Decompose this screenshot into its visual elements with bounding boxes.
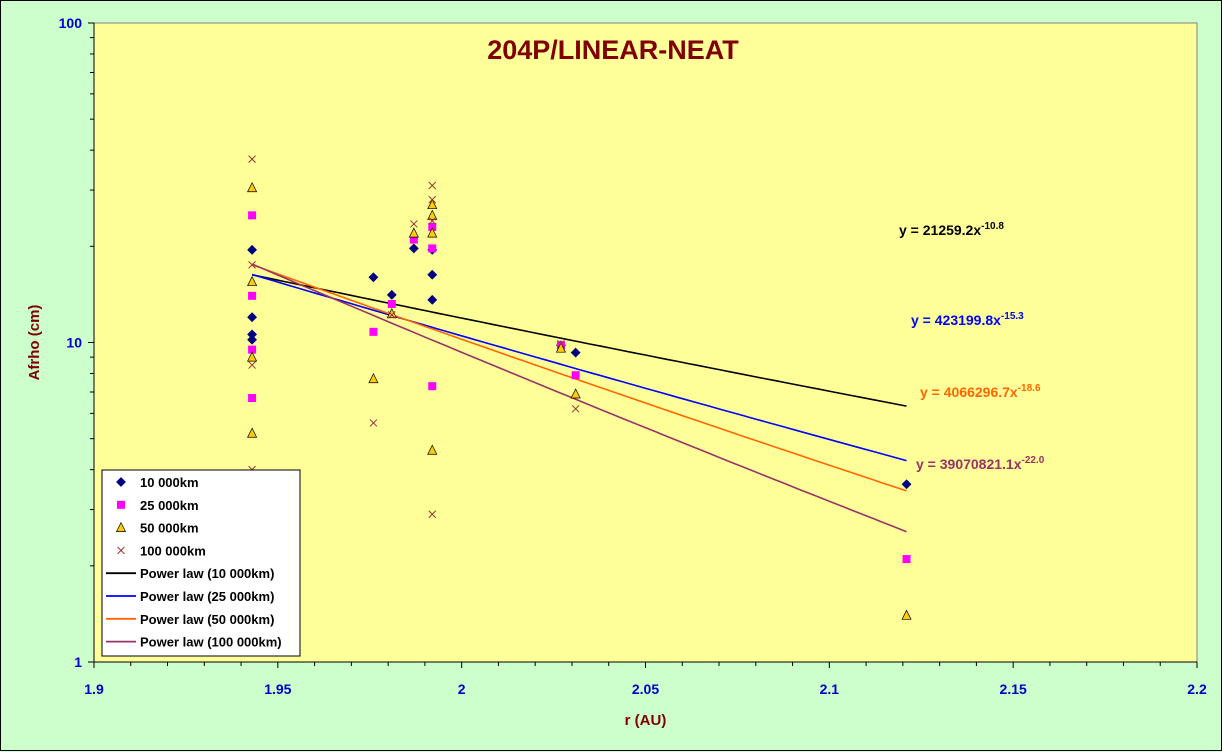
trendline-3 [251, 263, 907, 492]
x-stroke [369, 419, 378, 427]
data-point-series-4 [428, 181, 437, 190]
x-stroke [428, 195, 437, 204]
data-point-series-1 [386, 289, 397, 300]
data-point-series-1 [427, 294, 438, 305]
x-tick-label: 1.95 [264, 681, 291, 697]
data-point-series-4 [248, 260, 256, 269]
legend-label: 25 000km [140, 498, 199, 513]
trendline-equation-3: y = 4066296.7x-18.6 [920, 383, 1041, 400]
chart-title: 204P/LINEAR-NEAT [487, 35, 739, 65]
data-point-series-1 [247, 312, 258, 323]
data-point-series-3 [247, 275, 258, 287]
x-stroke [571, 404, 580, 413]
legend-marker-2 [117, 500, 125, 509]
legend-label: Power law (10 000km) [140, 566, 274, 581]
data-point-series-2 [248, 291, 257, 300]
y-tick-label: 100 [59, 15, 83, 31]
data-point-series-2 [248, 345, 257, 354]
data-point-series-1 [408, 243, 419, 254]
y-tick-label: 1 [74, 654, 82, 670]
x-stroke [248, 260, 256, 269]
data-point-series-2 [571, 371, 580, 380]
data-point-series-1 [570, 347, 581, 358]
data-point-series-2 [248, 211, 257, 220]
legend-marker-4 [117, 546, 125, 555]
data-point-series-1 [368, 272, 379, 283]
data-point-series-4 [428, 195, 437, 204]
data-point-series-4 [248, 361, 256, 369]
trendline-1 [251, 274, 907, 407]
data-point-series-4 [410, 220, 418, 228]
data-point-series-4 [428, 217, 437, 225]
x-stroke [428, 217, 437, 225]
legend-label: Power law (50 000km) [140, 612, 274, 627]
data-point-series-3 [901, 609, 912, 620]
x-stroke [410, 220, 418, 228]
x-stroke [248, 361, 256, 369]
data-point-series-2 [902, 555, 911, 564]
data-point-series-2 [387, 299, 396, 308]
x-stroke [428, 181, 437, 190]
x-stroke [248, 155, 256, 163]
legend-label: Power law (100 000km) [140, 635, 282, 650]
data-point-series-3 [427, 198, 438, 210]
data-point-series-2 [369, 327, 378, 336]
data-point-series-1 [427, 269, 438, 280]
legend-box [101, 469, 301, 657]
data-point-series-2 [428, 222, 437, 231]
data-point-series-2 [409, 235, 418, 244]
x-tick-label: 2.1 [820, 681, 840, 697]
legend-marker-1 [116, 477, 126, 487]
data-point-series-1 [901, 479, 912, 490]
data-point-series-4 [428, 510, 437, 519]
data-point-series-1 [247, 334, 258, 345]
x-tick-label: 2.15 [1000, 681, 1027, 697]
legend-label: Power law (25 000km) [140, 589, 274, 604]
data-point-series-4 [387, 311, 396, 319]
data-point-series-4 [557, 340, 565, 348]
data-point-series-3 [247, 427, 258, 438]
trendline-2 [251, 273, 907, 462]
data-point-series-3 [427, 227, 438, 238]
data-point-series-3 [427, 444, 438, 455]
x-tick-label: 1.9 [84, 681, 104, 697]
data-point-series-3 [555, 342, 567, 353]
data-point-series-4 [369, 419, 378, 427]
data-point-series-4 [571, 404, 580, 413]
legend-marker-3 [115, 521, 127, 532]
x-tick-label: 2 [458, 681, 466, 697]
legend-label: 50 000km [140, 521, 199, 536]
data-point-series-3 [368, 372, 379, 384]
data-point-series-3 [570, 388, 581, 399]
legend-label: 10 000km [140, 475, 199, 490]
legend-label: 100 000km [140, 543, 206, 558]
data-point-series-3 [247, 181, 258, 193]
data-point-series-3 [247, 351, 258, 362]
data-point-series-4 [248, 155, 256, 163]
data-point-series-1 [247, 244, 258, 255]
data-point-series-2 [248, 394, 257, 403]
y-axis-title: Afrho (cm) [26, 305, 43, 381]
trendline-4 [251, 263, 907, 533]
y-tick-label: 10 [66, 335, 82, 351]
x-tick-label: 2.05 [632, 681, 659, 697]
data-point-series-2 [428, 244, 437, 253]
x-stroke [428, 510, 437, 519]
x-stroke [557, 340, 565, 348]
trendline-equation-4: y = 39070821.1x-22.0 [916, 455, 1045, 472]
x-tick-label: 2.2 [1187, 681, 1207, 697]
x-stroke [387, 311, 396, 319]
trendline-equation-2: y = 423199.8x-15.3 [911, 311, 1024, 328]
trendline-equation-1: y = 21259.2x-10.8 [899, 221, 1004, 238]
x-stroke [117, 546, 125, 555]
data-point-series-3 [408, 227, 419, 238]
data-point-series-3 [427, 209, 438, 220]
data-point-series-2 [428, 382, 437, 391]
x-axis-title: r (AU) [625, 712, 667, 729]
